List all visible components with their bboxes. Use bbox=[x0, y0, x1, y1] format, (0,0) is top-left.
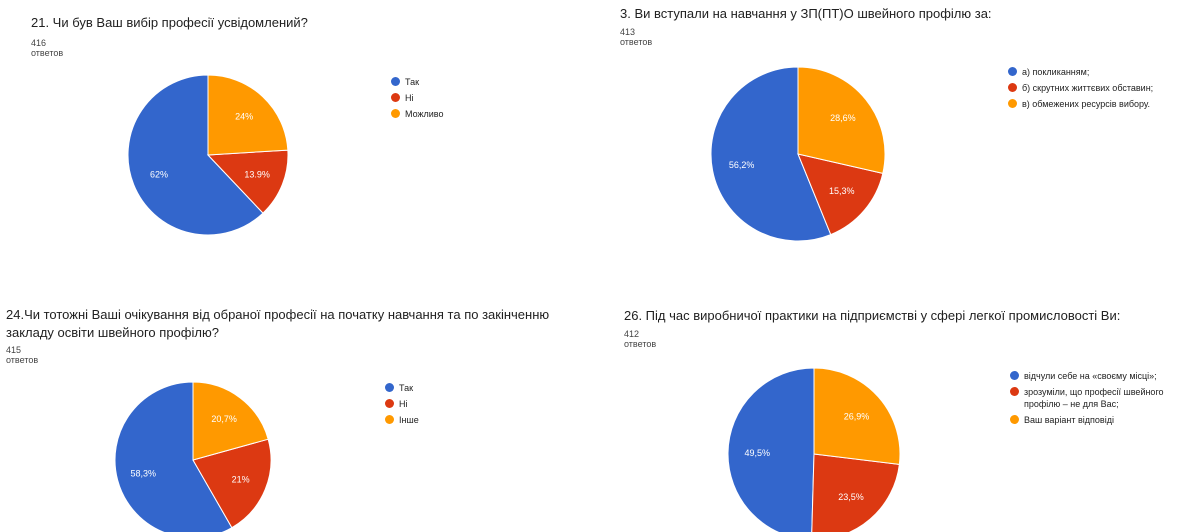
legend-label: Так bbox=[399, 383, 414, 393]
pie-slice bbox=[192, 381, 269, 461]
legend-swatch bbox=[391, 93, 400, 102]
legend-label: відчули себе на «своєму місці»; bbox=[1024, 371, 1157, 381]
legend-item: Ваш варіант відповіді bbox=[1010, 414, 1195, 426]
legend-swatch bbox=[385, 399, 394, 408]
legend-label: в) обмежених ресурсів вибору. bbox=[1022, 99, 1151, 109]
slice-label: 15,3% bbox=[829, 186, 855, 196]
legend-label: Ні bbox=[399, 399, 408, 409]
pie-slice bbox=[114, 381, 233, 532]
legend: а) покликанням; б) скрутних життєвих обст… bbox=[1008, 66, 1193, 114]
slice-label: 26,9% bbox=[844, 411, 870, 421]
pie-slice bbox=[207, 74, 289, 156]
legend-swatch bbox=[391, 77, 400, 86]
slice-label: 24% bbox=[235, 112, 253, 122]
legend-swatch bbox=[1008, 83, 1017, 92]
response-count: 412 ответов bbox=[624, 329, 657, 349]
legend-label: Можливо bbox=[405, 109, 444, 119]
legend-swatch bbox=[1010, 371, 1019, 380]
slice-label: 13.9% bbox=[244, 169, 270, 179]
legend: відчули себе на «своєму місці»; зрозуміли… bbox=[1010, 370, 1195, 430]
pie-slice bbox=[813, 367, 901, 465]
legend-swatch bbox=[1010, 387, 1019, 396]
pie-chart: 58,3% 21% 20,7% bbox=[114, 381, 272, 532]
legend-item: Ні bbox=[385, 398, 535, 410]
legend-label: зрозуміли, що професії швейного профілю … bbox=[1024, 387, 1164, 409]
slice-label: 20,7% bbox=[211, 414, 237, 424]
legend-label: Ваш варіант відповіді bbox=[1024, 415, 1114, 425]
legend-item: Інше bbox=[385, 414, 535, 426]
legend-item: Ні bbox=[391, 92, 561, 104]
slice-label: 62% bbox=[150, 170, 168, 180]
legend-item: відчули себе на «своєму місці»; bbox=[1010, 370, 1195, 382]
legend-item: Можливо bbox=[391, 108, 561, 120]
legend-item: зрозуміли, що професії швейного профілю … bbox=[1010, 386, 1195, 410]
legend-swatch bbox=[1008, 99, 1017, 108]
slice-label: 56,2% bbox=[729, 160, 755, 170]
legend-swatch bbox=[1008, 67, 1017, 76]
pie-slice bbox=[811, 453, 900, 532]
slice-label: 58,3% bbox=[130, 468, 156, 478]
slice-label: 49,5% bbox=[744, 448, 770, 458]
legend-swatch bbox=[391, 109, 400, 118]
pie-slice bbox=[206, 149, 289, 214]
pie-slice bbox=[797, 66, 886, 174]
slice-label: 23,5% bbox=[838, 492, 864, 502]
legend-item: Так bbox=[391, 76, 561, 88]
legend-label: Ні bbox=[405, 93, 414, 103]
slice-label: 28,6% bbox=[830, 113, 856, 123]
legend-label: Інше bbox=[399, 415, 419, 425]
legend-item: в) обмежених ресурсів вибору. bbox=[1008, 98, 1193, 110]
legend-swatch bbox=[1010, 415, 1019, 424]
slice-label: 21% bbox=[232, 475, 250, 485]
pie-slice bbox=[127, 74, 264, 236]
response-count: 413 ответов bbox=[620, 27, 653, 47]
legend: Так Ні Інше bbox=[385, 382, 535, 430]
legend-item: б) скрутних життєвих обставин; bbox=[1008, 82, 1193, 94]
pie-slice bbox=[727, 367, 815, 532]
chart-title: 24.Чи тотожні Ваші очікування від обрано… bbox=[6, 307, 550, 340]
legend-label: Так bbox=[405, 77, 420, 87]
legend-label: а) покликанням; bbox=[1022, 67, 1090, 77]
pie-slice bbox=[192, 438, 272, 529]
pie-slice bbox=[797, 153, 884, 236]
pie-chart: 49,5% 23,5% 26,9% bbox=[727, 367, 901, 532]
pie-chart: 62% 13.9% 24% bbox=[127, 74, 289, 236]
legend-item: а) покликанням; bbox=[1008, 66, 1193, 78]
legend-swatch bbox=[385, 415, 394, 424]
legend-item: Так bbox=[385, 382, 535, 394]
chart-title: 3. Ви вступали на навчання у ЗП(ПТ)О шве… bbox=[620, 6, 992, 21]
legend-label: б) скрутних життєвих обставин; bbox=[1022, 83, 1154, 93]
pie-chart: 56,2% 15,3% 28,6% bbox=[710, 66, 886, 242]
chart-title: 21. Чи був Ваш вибір професії усвідомлен… bbox=[31, 15, 308, 30]
legend-swatch bbox=[385, 383, 394, 392]
response-count: 416 ответов bbox=[31, 38, 64, 58]
legend: Так Ні Можливо bbox=[391, 76, 561, 124]
response-count: 415 ответов bbox=[6, 345, 39, 365]
chart-title: 26. Під час виробничої практики на підпр… bbox=[624, 308, 1121, 323]
pie-slice bbox=[710, 66, 832, 242]
